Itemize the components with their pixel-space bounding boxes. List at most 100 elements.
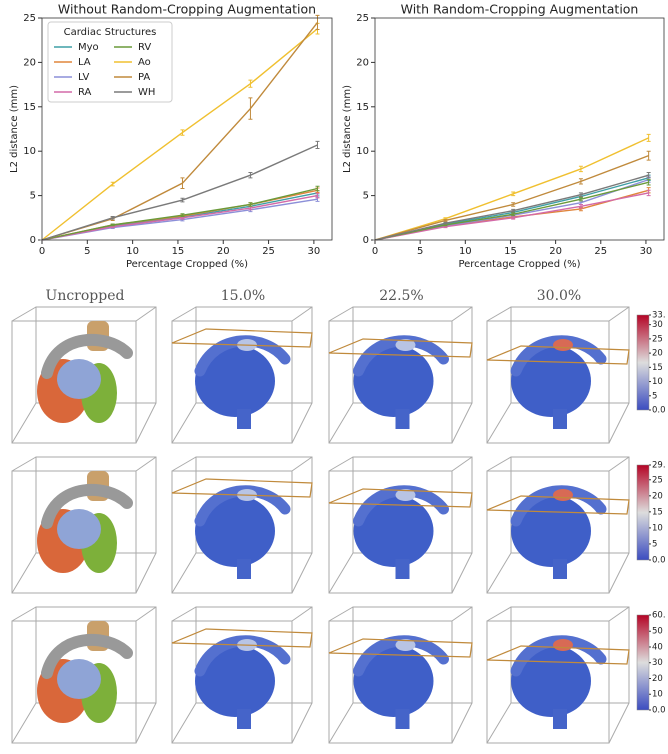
y-tick-label: 25: [23, 13, 36, 24]
lv-chamber: [57, 659, 101, 699]
x-tick-label: 0: [39, 246, 45, 257]
error-bar: [511, 208, 516, 213]
column-label: Uncropped: [46, 288, 125, 304]
axes-frame: [41, 17, 333, 241]
error-bar: [578, 178, 583, 185]
colorbar-tick-label: 20: [652, 349, 663, 359]
bounding-box: [11, 456, 157, 594]
bounding-box: [328, 606, 473, 744]
crop-plane: [328, 638, 473, 658]
render: [171, 456, 313, 594]
render: [171, 306, 313, 444]
y-tick-label: 5: [363, 191, 369, 202]
error-bar: [110, 223, 115, 227]
error-bar: [443, 221, 448, 225]
error-bar: [110, 181, 115, 187]
x-tick-label: 10: [126, 246, 139, 257]
colorbar-tick-label: 5: [652, 391, 657, 401]
colorbar-tick-label: 20: [652, 491, 663, 501]
x-tick-label: 5: [84, 246, 90, 257]
crop-plane: [171, 478, 313, 498]
colorbar-tick-label: 33.: [652, 311, 666, 321]
error-bar: [511, 191, 516, 197]
error-bar: [646, 189, 651, 197]
heart-body: [353, 345, 434, 417]
column-label: 22.5%: [379, 288, 423, 304]
render: [11, 456, 157, 594]
y-axis-label: L2 distance (mm): [9, 85, 20, 173]
error-bar: [646, 179, 651, 186]
highlight: [553, 339, 573, 351]
legend-label: WH: [138, 87, 155, 98]
highlight: [553, 639, 573, 651]
x-tick-label: 0: [372, 246, 378, 257]
error-bar: [646, 172, 651, 179]
chart-title: With Random-Cropping Augmentation: [401, 2, 639, 17]
colorbar-tick-label: 5: [652, 539, 657, 549]
highlight: [395, 489, 416, 501]
x-tick-label: 25: [262, 246, 275, 257]
x-tick-label: 20: [217, 246, 230, 257]
colorbar: [636, 614, 650, 711]
highlight: [395, 339, 416, 351]
render: [486, 606, 630, 744]
crop-plane: [486, 645, 630, 665]
colorbar-tick-label: 25: [652, 475, 663, 485]
y-tick-label: 15: [23, 102, 36, 113]
x-tick-label: 25: [594, 246, 607, 257]
x-tick-label: 30: [308, 246, 321, 257]
legend-title: Cardiac Structures: [64, 27, 157, 38]
colorbar: [636, 314, 650, 411]
chart-title: Without Random-Cropping Augmentation: [58, 2, 316, 17]
error-bar: [248, 97, 253, 120]
bounding-box: [171, 456, 313, 594]
render: [328, 606, 473, 744]
axes-frame: [374, 17, 665, 241]
legend-label: LA: [78, 57, 91, 68]
colorbar-tick-label: 10: [652, 377, 663, 387]
legend-label: RV: [138, 42, 151, 53]
legend-box: [47, 21, 173, 103]
error-bar: [180, 213, 185, 217]
y-tick-label: 0: [30, 235, 36, 246]
x-tick-label: 10: [459, 246, 472, 257]
error-bar: [180, 129, 185, 136]
error-bar: [443, 219, 448, 222]
colorbar-tick-label: 0.0: [652, 556, 666, 566]
bounding-box: [486, 606, 630, 744]
lv-chamber: [57, 359, 101, 399]
crop-plane: [328, 488, 473, 508]
error-bar: [315, 140, 320, 150]
heart-body: [353, 495, 434, 567]
outflow: [553, 559, 567, 579]
colorbar-tick-label: 20: [652, 674, 663, 684]
x-tick-label: 15: [172, 246, 185, 257]
y-tick-label: 15: [356, 102, 369, 113]
x-axis-label: Percentage Cropped (%): [458, 259, 580, 270]
bounding-box: [486, 306, 630, 444]
bounding-box: [171, 306, 313, 444]
series-line: [374, 174, 649, 241]
error-bar: [578, 165, 583, 173]
highlight: [553, 489, 573, 501]
y-tick-label: 20: [23, 57, 36, 68]
outflow: [553, 709, 567, 729]
render: [486, 306, 630, 444]
error-bar: [248, 202, 253, 207]
error-bar: [511, 202, 516, 207]
column-label: 15.0%: [221, 288, 265, 304]
heart-body: [195, 495, 275, 567]
x-tick-label: 15: [504, 246, 517, 257]
legend-label: RA: [78, 87, 92, 98]
y-tick-label: 10: [356, 146, 369, 157]
y-tick-label: 10: [23, 146, 36, 157]
crop-plane: [328, 338, 473, 358]
colorbar-tick-label: 0.0: [652, 406, 666, 416]
colorbar-tick-label: 30: [652, 658, 663, 668]
error-bar: [180, 197, 185, 203]
colorbar: [636, 464, 650, 561]
render: [328, 306, 473, 444]
error-bar: [511, 215, 516, 220]
